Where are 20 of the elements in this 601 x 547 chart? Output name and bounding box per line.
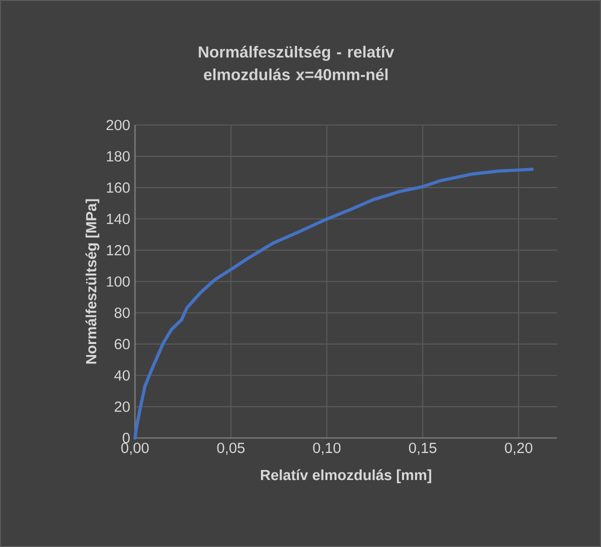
- y-tick-label: 120: [106, 245, 130, 256]
- x-tick-label: 0,00: [121, 442, 149, 455]
- x-axis-title: Relatív elmozdulás [mm]: [261, 469, 432, 484]
- line-series: [133, 168, 534, 440]
- y-tick-label: 140: [106, 214, 130, 224]
- y-tick-label: 180: [106, 151, 130, 162]
- y-tick-label: 0: [122, 432, 130, 444]
- x-tick-label: 0,05: [217, 442, 245, 455]
- y-tick-label: 40: [114, 370, 130, 381]
- chart-title: Normálfeszültség - relatív elmozdulás x=40mm-nél: [198, 46, 394, 80]
- x-tick-label: 0,15: [409, 442, 436, 455]
- y-tick-label: 20: [114, 402, 130, 412]
- y-axis-title: Normálfeszültség [MPa]: [85, 199, 100, 364]
- y-tick-label: 60: [114, 338, 130, 350]
- x-tick-label: 0,20: [504, 442, 532, 455]
- y-tick-label: 80: [114, 308, 130, 318]
- y-tick-label: 160: [106, 182, 130, 193]
- y-tick-label: 200: [106, 120, 130, 130]
- x-tick-label: 0,10: [313, 442, 340, 455]
- y-tick-label: 100: [106, 276, 130, 287]
